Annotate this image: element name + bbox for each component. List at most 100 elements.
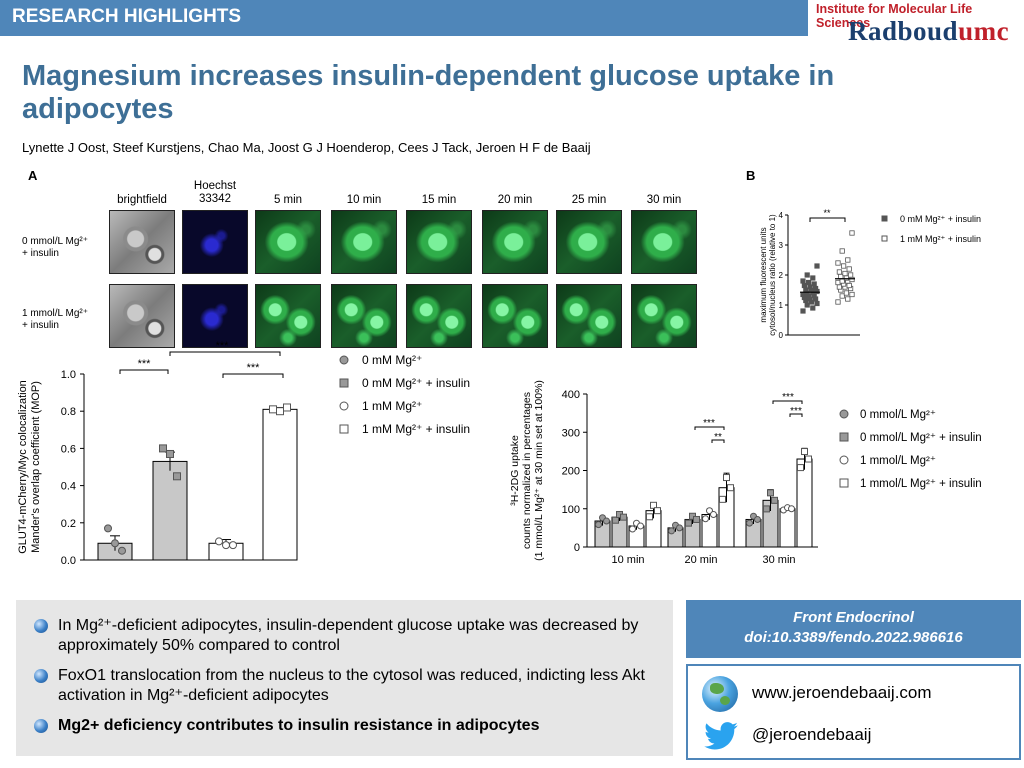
- y-tick-label: 400: [562, 389, 580, 401]
- data-point-1mm: [836, 284, 842, 290]
- radboudumc-logo: Radboudumc: [848, 16, 1009, 47]
- y-tick-label: 0.2: [61, 518, 76, 530]
- data-point: [620, 513, 627, 521]
- data-point: [702, 515, 709, 523]
- data-point: [283, 403, 291, 412]
- significance-label: ***: [790, 406, 802, 417]
- bullet-icon: [34, 669, 48, 683]
- fluorescence-image: [556, 284, 622, 348]
- legend-label: 1 mmol/L Mg²⁺ + insulin: [860, 478, 982, 490]
- legend-label: 1 mM Mg²⁺ + insulin: [362, 422, 470, 436]
- significance-label: ***: [703, 418, 715, 429]
- finding-text: In Mg²⁺-deficient adipocytes, insulin-de…: [58, 617, 639, 654]
- data-point-0mm: [803, 287, 809, 293]
- image-column-header: 25 min: [571, 194, 607, 206]
- image-column-header: 10 min: [346, 194, 382, 206]
- data-point-1mm: [838, 273, 844, 280]
- legend-label: 0 mmol/L Mg²⁺ + insulin: [860, 432, 982, 444]
- findings-box: In Mg²⁺-deficient adipocytes, insulin-de…: [16, 600, 673, 756]
- panel-d-bar-chart: 0 100 200 300 400 ³H-2DG uptakecounts normali…: [509, 380, 982, 566]
- data-point-1mm: [845, 257, 851, 263]
- panel-a-letter: A: [28, 168, 38, 183]
- y-tick-label: 1: [779, 301, 784, 310]
- significance-label: **: [823, 208, 831, 218]
- legend-marker: [339, 424, 349, 434]
- image-row-label: 0 mmol/L Mg²⁺ + insulin: [22, 236, 89, 259]
- bullet-icon: [34, 619, 48, 633]
- twitter-handle[interactable]: @jeroendebaaij: [752, 725, 872, 744]
- legend-label: 0 mM Mg²⁺ + insulin: [362, 376, 470, 390]
- significance-bracket: [809, 217, 846, 222]
- fluorescence-image: [255, 210, 321, 274]
- brightfield-image: [109, 284, 175, 348]
- y-tick-label: 0.6: [61, 443, 76, 455]
- data-point: [166, 449, 174, 458]
- journal-doi[interactable]: doi:10.3389/fendo.2022.986616: [744, 629, 963, 646]
- data-point-0mm: [810, 305, 816, 311]
- fluorescence-image: [631, 284, 697, 348]
- significance-label: ***: [216, 340, 230, 352]
- bullet-icon: [34, 719, 48, 733]
- y-axis-label: ³H-2DG uptakecounts normalized in percen…: [509, 380, 545, 561]
- data-point: [771, 496, 778, 504]
- data-point: [629, 525, 636, 533]
- data-point-1mm: [841, 263, 847, 269]
- legend-marker: [339, 401, 349, 411]
- y-tick-label: 0.4: [61, 481, 76, 493]
- bar: [152, 460, 188, 561]
- image-column-header: brightfield: [117, 194, 167, 206]
- finding-item: FoxO1 translocation from the nucleus to …: [34, 666, 654, 706]
- significance-bracket: [772, 400, 803, 404]
- data-point: [693, 515, 700, 523]
- significance-bracket: [169, 351, 281, 356]
- banner-title: RESEARCH HIGHLIGHTS: [12, 6, 242, 27]
- legend-label: 0 mmol/L Mg²⁺: [860, 409, 936, 421]
- significance-bracket: [222, 373, 284, 378]
- data-point-0mm: [814, 263, 820, 269]
- significance-label: ***: [247, 362, 261, 374]
- data-point: [723, 474, 730, 482]
- significance-bracket: [119, 369, 169, 374]
- data-point: [276, 407, 284, 416]
- significance-bracket: [694, 426, 725, 430]
- finding-text: FoxO1 translocation from the nucleus to …: [58, 667, 645, 704]
- legend-marker: [839, 432, 849, 442]
- data-point-0mm: [800, 291, 806, 298]
- data-point-0mm: [804, 272, 810, 278]
- legend-label: 0 mM Mg²⁺ + insulin: [900, 214, 981, 224]
- image-column-header: 20 min: [497, 194, 533, 206]
- website-link[interactable]: www.jeroendebaaij.com: [752, 683, 932, 702]
- data-point: [173, 472, 181, 481]
- panel-b-letter: B: [746, 168, 756, 183]
- y-tick-label: 3: [779, 241, 784, 250]
- y-tick-label: 0: [779, 331, 784, 340]
- data-point-0mm: [814, 300, 820, 307]
- x-tick-label: 20 min: [684, 554, 717, 566]
- image-column-header: 5 min: [273, 194, 303, 206]
- legend-marker: [839, 478, 849, 488]
- data-point: [754, 515, 761, 523]
- data-point: [654, 507, 661, 515]
- fluorescence-image: [406, 210, 472, 274]
- data-point: [215, 537, 223, 546]
- data-point-1mm: [849, 230, 855, 236]
- significance-label: ***: [138, 358, 152, 370]
- legend-label: 0 mM Mg²⁺: [362, 353, 422, 367]
- data-point: [637, 522, 644, 530]
- data-point-1mm: [846, 266, 852, 272]
- legend-label: 1 mmol/L Mg²⁺: [860, 455, 936, 467]
- legend-marker: [339, 378, 349, 388]
- journal-box: Front Endocrinol doi:10.3389/fendo.2022.…: [686, 600, 1021, 658]
- bar: [779, 508, 796, 548]
- data-point-0mm: [800, 308, 806, 314]
- data-point-1mm: [835, 260, 841, 266]
- data-point-1mm: [839, 278, 845, 284]
- fluorescence-image: [631, 210, 697, 274]
- image-row-label: 1 mmol/L Mg²⁺ + insulin: [22, 308, 89, 331]
- significance-bracket: [711, 439, 725, 443]
- legend-marker: [839, 455, 849, 465]
- y-tick-label: 100: [562, 504, 580, 516]
- logo-part-radboud: Radboud: [848, 16, 959, 46]
- fluorescence-image: [406, 284, 472, 348]
